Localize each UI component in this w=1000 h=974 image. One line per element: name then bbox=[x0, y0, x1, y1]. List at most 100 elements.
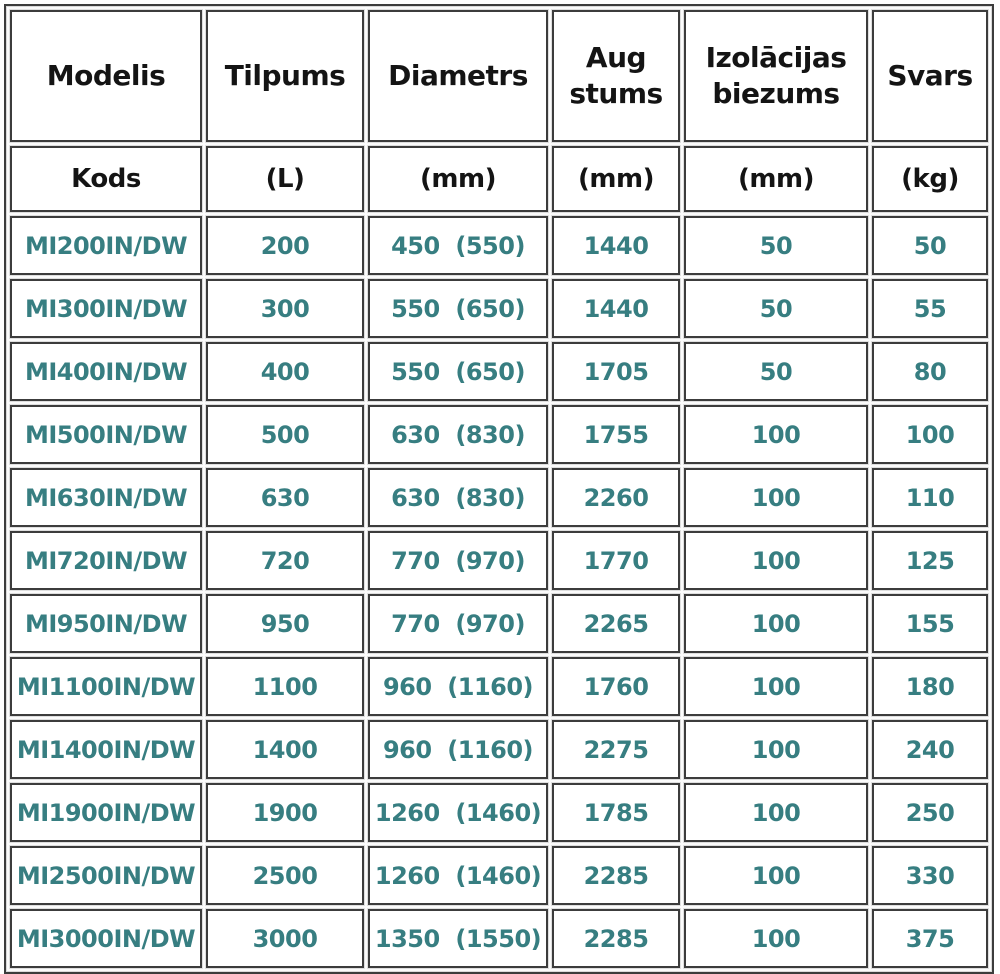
value-cell: 1100 bbox=[206, 657, 364, 716]
model-code-cell: MI200IN/DW bbox=[10, 216, 202, 275]
value-cell: 2260 bbox=[552, 468, 680, 527]
header-row-main: Modelis Tilpums Diametrs Aug stums Izolā… bbox=[10, 10, 988, 142]
value-cell: 500 bbox=[206, 405, 364, 464]
model-code-cell: MI630IN/DW bbox=[10, 468, 202, 527]
value-cell: 630 bbox=[206, 468, 364, 527]
col-header-izolacijas-biezums: Izolācijas biezums bbox=[684, 10, 868, 142]
value-cell: 550 (650) bbox=[368, 342, 548, 401]
value-cell: 330 bbox=[872, 846, 988, 905]
table-body: MI200IN/DW 200 450 (550) 1440 50 50 MI300IN/DW… bbox=[10, 216, 988, 968]
header-row-units: Kods (L) (mm) (mm) (mm) (kg) bbox=[10, 146, 988, 212]
value-cell: 1440 bbox=[552, 216, 680, 275]
value-cell: 2500 bbox=[206, 846, 364, 905]
table-row: MI400IN/DW 400 550 (650) 1705 50 80 bbox=[10, 342, 988, 401]
value-cell: 50 bbox=[872, 216, 988, 275]
value-cell: 630 (830) bbox=[368, 468, 548, 527]
col-header-modelis: Modelis bbox=[10, 10, 202, 142]
value-cell: 300 bbox=[206, 279, 364, 338]
value-cell: 1770 bbox=[552, 531, 680, 590]
table-row: MI1400IN/DW 1400 960 (1160) 2275 100 240 bbox=[10, 720, 988, 779]
model-code-cell: MI1100IN/DW bbox=[10, 657, 202, 716]
model-code-cell: MI400IN/DW bbox=[10, 342, 202, 401]
value-cell: 100 bbox=[684, 720, 868, 779]
value-cell: 1900 bbox=[206, 783, 364, 842]
value-cell: 100 bbox=[684, 846, 868, 905]
col-subheader-liters: (L) bbox=[206, 146, 364, 212]
value-cell: 630 (830) bbox=[368, 405, 548, 464]
value-cell: 1350 (1550) bbox=[368, 909, 548, 968]
value-cell: 110 bbox=[872, 468, 988, 527]
table-header: Modelis Tilpums Diametrs Aug stums Izolā… bbox=[10, 10, 988, 212]
table-row: MI950IN/DW 950 770 (970) 2265 100 155 bbox=[10, 594, 988, 653]
value-cell: 100 bbox=[684, 657, 868, 716]
value-cell: 770 (970) bbox=[368, 531, 548, 590]
col-subheader-izolacija-mm: (mm) bbox=[684, 146, 868, 212]
value-cell: 400 bbox=[206, 342, 364, 401]
value-cell: 250 bbox=[872, 783, 988, 842]
value-cell: 950 bbox=[206, 594, 364, 653]
value-cell: 1755 bbox=[552, 405, 680, 464]
value-cell: 3000 bbox=[206, 909, 364, 968]
value-cell: 375 bbox=[872, 909, 988, 968]
model-code-cell: MI300IN/DW bbox=[10, 279, 202, 338]
value-cell: 200 bbox=[206, 216, 364, 275]
table-row: MI1900IN/DW 1900 1260 (1460) 1785 100 250 bbox=[10, 783, 988, 842]
value-cell: 55 bbox=[872, 279, 988, 338]
table-row: MI200IN/DW 200 450 (550) 1440 50 50 bbox=[10, 216, 988, 275]
value-cell: 100 bbox=[872, 405, 988, 464]
value-cell: 960 (1160) bbox=[368, 720, 548, 779]
col-subheader-augstums-mm: (mm) bbox=[552, 146, 680, 212]
col-header-tilpums: Tilpums bbox=[206, 10, 364, 142]
table-row: MI300IN/DW 300 550 (650) 1440 50 55 bbox=[10, 279, 988, 338]
value-cell: 100 bbox=[684, 468, 868, 527]
value-cell: 155 bbox=[872, 594, 988, 653]
value-cell: 80 bbox=[872, 342, 988, 401]
value-cell: 2285 bbox=[552, 909, 680, 968]
value-cell: 100 bbox=[684, 783, 868, 842]
value-cell: 1440 bbox=[552, 279, 680, 338]
spec-table: Modelis Tilpums Diametrs Aug stums Izolā… bbox=[4, 4, 994, 974]
value-cell: 2285 bbox=[552, 846, 680, 905]
value-cell: 50 bbox=[684, 279, 868, 338]
table-row: MI1100IN/DW 1100 960 (1160) 1760 100 180 bbox=[10, 657, 988, 716]
col-subheader-kods: Kods bbox=[10, 146, 202, 212]
model-code-cell: MI1900IN/DW bbox=[10, 783, 202, 842]
col-header-augstums: Aug stums bbox=[552, 10, 680, 142]
value-cell: 1260 (1460) bbox=[368, 846, 548, 905]
value-cell: 1705 bbox=[552, 342, 680, 401]
value-cell: 100 bbox=[684, 531, 868, 590]
value-cell: 100 bbox=[684, 594, 868, 653]
value-cell: 960 (1160) bbox=[368, 657, 548, 716]
value-cell: 2265 bbox=[552, 594, 680, 653]
value-cell: 50 bbox=[684, 216, 868, 275]
value-cell: 2275 bbox=[552, 720, 680, 779]
value-cell: 720 bbox=[206, 531, 364, 590]
col-header-svars: Svars bbox=[872, 10, 988, 142]
value-cell: 550 (650) bbox=[368, 279, 548, 338]
model-code-cell: MI3000IN/DW bbox=[10, 909, 202, 968]
table-row: MI630IN/DW 630 630 (830) 2260 100 110 bbox=[10, 468, 988, 527]
model-code-cell: MI2500IN/DW bbox=[10, 846, 202, 905]
table-row: MI500IN/DW 500 630 (830) 1755 100 100 bbox=[10, 405, 988, 464]
value-cell: 1400 bbox=[206, 720, 364, 779]
value-cell: 180 bbox=[872, 657, 988, 716]
model-code-cell: MI720IN/DW bbox=[10, 531, 202, 590]
value-cell: 240 bbox=[872, 720, 988, 779]
value-cell: 1760 bbox=[552, 657, 680, 716]
value-cell: 1785 bbox=[552, 783, 680, 842]
col-subheader-diametrs-mm: (mm) bbox=[368, 146, 548, 212]
table-row: MI2500IN/DW 2500 1260 (1460) 2285 100 330 bbox=[10, 846, 988, 905]
value-cell: 100 bbox=[684, 909, 868, 968]
value-cell: 770 (970) bbox=[368, 594, 548, 653]
value-cell: 50 bbox=[684, 342, 868, 401]
table-row: MI3000IN/DW 3000 1350 (1550) 2285 100 375 bbox=[10, 909, 988, 968]
model-code-cell: MI500IN/DW bbox=[10, 405, 202, 464]
col-subheader-svars-kg: (kg) bbox=[872, 146, 988, 212]
model-code-cell: MI1400IN/DW bbox=[10, 720, 202, 779]
model-code-cell: MI950IN/DW bbox=[10, 594, 202, 653]
value-cell: 100 bbox=[684, 405, 868, 464]
value-cell: 125 bbox=[872, 531, 988, 590]
table-row: MI720IN/DW 720 770 (970) 1770 100 125 bbox=[10, 531, 988, 590]
value-cell: 450 (550) bbox=[368, 216, 548, 275]
